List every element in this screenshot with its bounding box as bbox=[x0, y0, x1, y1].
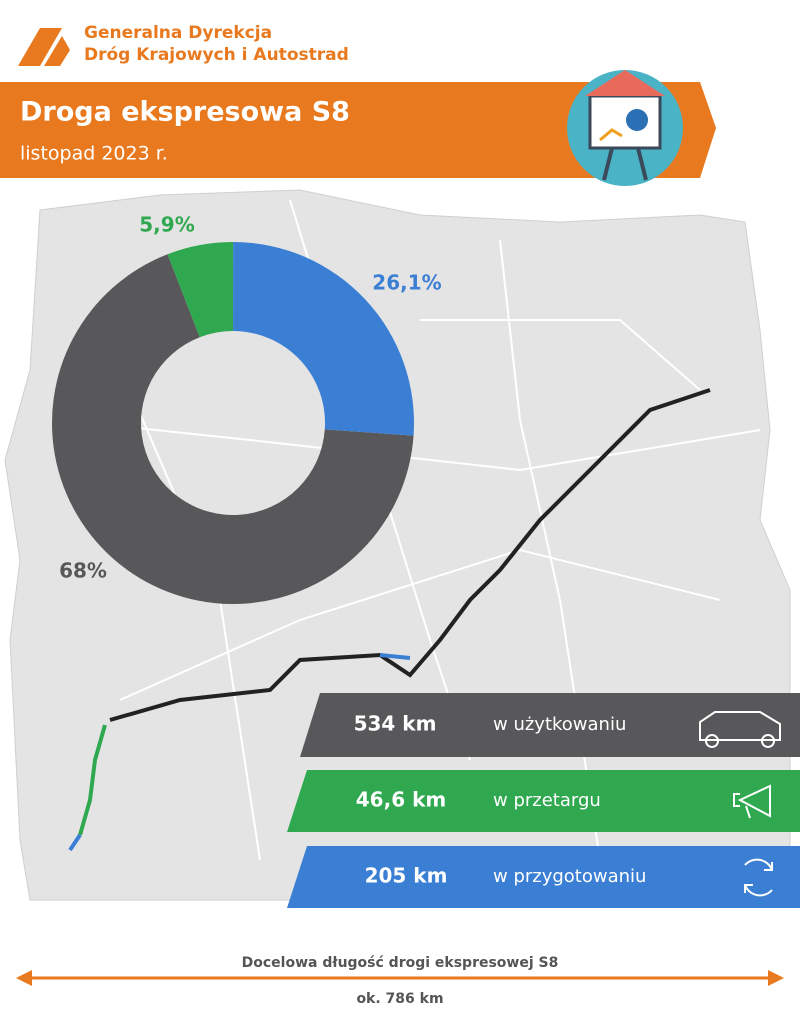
footer-caption: Docelowa długość drogi ekspresowej S8 bbox=[242, 955, 559, 971]
banner bbox=[0, 82, 716, 178]
status-box bbox=[300, 693, 800, 757]
org-name: Dróg Krajowych i Autostrad bbox=[84, 45, 349, 65]
donut-segment bbox=[167, 242, 234, 338]
value-label: 5,9% bbox=[139, 213, 194, 237]
donut-segment bbox=[233, 242, 414, 436]
donut-chart bbox=[51, 242, 414, 604]
subtitle: listopad 2023 r. bbox=[20, 143, 168, 165]
amount: 46,6 km bbox=[356, 788, 446, 812]
title: Droga ekspresowa S8 bbox=[20, 97, 350, 128]
status-label: w użytkowaniu bbox=[493, 714, 626, 735]
status-box bbox=[287, 770, 800, 832]
presentation-icon bbox=[567, 70, 683, 186]
status-label: w przygotowaniu bbox=[493, 866, 646, 887]
footer-total: ok. 786 km bbox=[356, 991, 443, 1007]
org-name: Generalna Dyrekcja bbox=[84, 23, 272, 43]
status-box bbox=[287, 846, 800, 908]
value-label: 26,1% bbox=[372, 271, 441, 295]
value-label: 68% bbox=[59, 559, 107, 583]
amount: 534 km bbox=[354, 712, 437, 736]
status-icons bbox=[699, 711, 781, 897]
logo bbox=[18, 28, 70, 66]
donut-segment bbox=[51, 254, 414, 604]
status-label: w przetargu bbox=[493, 790, 601, 811]
amount: 205 km bbox=[365, 864, 448, 888]
